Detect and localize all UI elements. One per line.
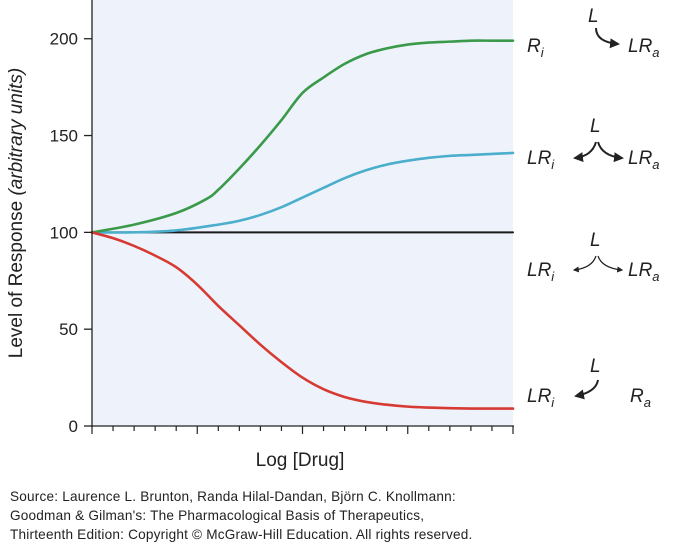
- y-tick-label: 50: [59, 320, 78, 339]
- source-line-2: Goodman & Gilman's: The Pharmacological …: [10, 508, 425, 523]
- series-line-full-agonist: [90, 39, 515, 234]
- source-line-3: Thirteenth Edition: Copyright © McGraw-H…: [10, 527, 473, 542]
- series-lines: [90, 39, 515, 410]
- curved-arrow-left-icon: [572, 255, 597, 273]
- annotation-l-label: L: [590, 116, 601, 137]
- y-tick-label: 100: [50, 223, 78, 242]
- annotation-l-label: L: [590, 356, 601, 377]
- y-tick-label: 200: [50, 30, 78, 49]
- annotation-partial-agonist: LRi L LRa: [527, 116, 660, 172]
- x-axis-title: Log [Drug]: [256, 450, 345, 471]
- annotation-l-label: L: [590, 230, 601, 251]
- annotation-l-label: L: [588, 6, 599, 27]
- annotation-ri: Ri: [527, 36, 545, 60]
- y-tick-label: 0: [69, 417, 78, 436]
- series-line-partial-agonist: [90, 151, 515, 234]
- y-tick-label: 150: [50, 127, 78, 146]
- annotation-lri: LRi: [527, 148, 555, 172]
- curved-arrow-icon: [574, 379, 599, 400]
- plot-area: [92, 0, 513, 426]
- annotation-neutral-antagonist: LRi L LRa: [527, 230, 660, 284]
- curved-arrow-right-icon: [597, 255, 624, 273]
- chart: 0 50 100 150 200 Log [Drug] Level of Respons…: [6, 0, 660, 471]
- curved-arrow-icon: [595, 27, 620, 49]
- annotation-ra: Ra: [630, 386, 651, 410]
- curved-arrow-right-icon: [597, 141, 624, 163]
- source-citation: Source: Laurence L. Brunton, Randa Hilal…: [10, 487, 686, 544]
- annotation-inverse-agonist: LRi L Ra: [527, 356, 651, 410]
- y-ticks: 0 50 100 150 200: [50, 30, 92, 436]
- curved-arrow-left-icon: [573, 141, 597, 163]
- annotation-lra: LRa: [628, 36, 660, 60]
- annotation-full-agonist: Ri L LRa: [527, 6, 660, 60]
- y-axis-title: Level of Response (arbitrary units): [6, 68, 27, 358]
- annotation-lra: LRa: [628, 260, 660, 284]
- source-line-1: Source: Laurence L. Brunton, Randa Hilal…: [10, 489, 456, 504]
- x-ticks: [91, 426, 514, 434]
- annotation-lra: LRa: [628, 148, 660, 172]
- series-line-inverse-agonist: [90, 231, 515, 410]
- annotation-lri: LRi: [527, 260, 555, 284]
- annotation-lri: LRi: [527, 386, 555, 410]
- y-axis-title-main: Level of Response: [6, 201, 27, 358]
- y-axis-title-italic: (arbitrary units): [6, 68, 27, 196]
